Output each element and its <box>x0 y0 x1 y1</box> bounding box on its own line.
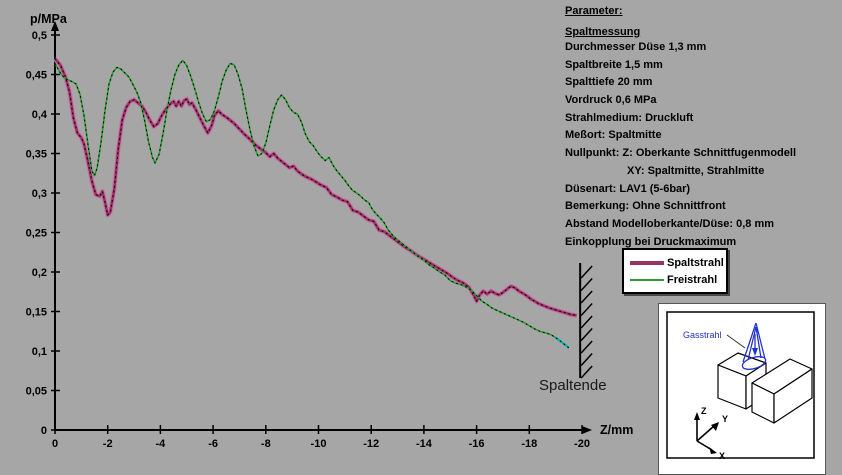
wall-hatch-icon <box>580 352 593 367</box>
param-line: Spaltbreite 1,5 mm <box>565 58 663 71</box>
legend-item-spaltstrahl: Spaltstrahl <box>630 254 724 271</box>
blocks-drawing <box>717 352 813 424</box>
parameter-panel: Parameter: Spaltmessung Durchmesser Düse… <box>565 5 825 251</box>
param-line: Strahlmedium: Druckluft <box>565 111 694 124</box>
wall-hatch-icon <box>580 277 593 292</box>
x-tick-label: -18 <box>521 438 537 450</box>
coordinate-triad-icon <box>694 412 719 454</box>
wall-hatch-icon <box>580 290 593 304</box>
axis-x-label: X <box>719 451 725 461</box>
param-line: Düsenart: LAV1 (5-6bar) <box>565 182 691 195</box>
x-tick-label: -2 <box>103 438 113 450</box>
x-tick-label: -4 <box>156 438 167 450</box>
y-tick-label: 0,3 <box>32 188 47 200</box>
series-spaltstrahl-measure-dots <box>54 58 577 316</box>
schematic-inset: Gasstrahl Z Y X <box>658 303 826 475</box>
x-tick-label: -6 <box>208 438 218 450</box>
y-tick-label: 0,25 <box>26 228 47 240</box>
series-spaltstrahl-halo <box>53 57 578 318</box>
chart-legend: Spaltstrahl Freistrahl <box>622 248 728 294</box>
x-tick-label: -16 <box>469 438 485 450</box>
wall-hatch-icon <box>580 302 593 317</box>
y-tick-label: 0,15 <box>26 307 47 319</box>
y-tick-label: 0 <box>41 425 47 437</box>
gas-jet-cone-icon <box>741 322 767 370</box>
axis-z-label: Z <box>701 406 707 416</box>
wall-hatch-icon <box>580 265 593 279</box>
y-axis-arrow-icon <box>51 21 59 31</box>
y-tick-label: 0,4 <box>32 109 48 121</box>
y-tick-label: 0,05 <box>26 386 47 398</box>
legend-item-freistrahl: Freistrahl <box>630 271 722 288</box>
y-tick-label: 0,35 <box>26 149 47 161</box>
y-axis-title: p/MPa <box>30 12 68 26</box>
param-line: Durchmesser Düse 1,3 mm <box>565 41 707 53</box>
wall-hatch-icon <box>580 340 593 354</box>
series-freistrahl-line <box>54 59 570 349</box>
parameter-subtitle: Spaltmessung <box>565 26 641 38</box>
x-axis-title: Z/mm <box>600 423 633 437</box>
param-line: Spalttiefe 20 mm <box>565 76 653 89</box>
x-tick-label: -14 <box>416 438 433 450</box>
gasstrahl-label: Gasstrahl <box>683 330 722 340</box>
wall-hatch-icon <box>580 315 593 329</box>
legend-label: Freistrahl <box>667 273 718 286</box>
gasstrahl-leader-line <box>726 334 746 349</box>
param-line: Nullpunkt: Z: Oberkante Schnittfugenmode… <box>565 147 796 160</box>
axis-y-label: Y <box>722 414 728 424</box>
wall-hatch-icon <box>580 365 593 379</box>
param-line: Einkopplung bei Druckmaximum <box>565 235 737 248</box>
y-tick-label: 0,1 <box>32 346 47 358</box>
x-tick-label: -20 <box>574 438 590 450</box>
x-tick-label: -10 <box>311 438 327 450</box>
y-tick-label: 0,2 <box>32 267 47 279</box>
x-axis-arrow-icon <box>582 426 592 434</box>
param-line: Abstand Modelloberkante/Düse: 0,8 mm <box>565 217 775 230</box>
parameter-title: Parameter: <box>565 5 623 17</box>
series-freistrahl-tail <box>554 336 570 349</box>
y-tick-label: 0,45 <box>26 70 47 82</box>
x-tick-label: 0 <box>52 438 58 450</box>
legend-label: Spaltstrahl <box>667 256 724 269</box>
param-line: Vordruck 0,6 MPa <box>565 94 657 107</box>
x-tick-label: -12 <box>363 438 379 450</box>
series-spaltstrahl-line <box>54 57 577 317</box>
wall-hatch-icon <box>580 327 593 342</box>
param-line: XY: Spaltmitte, Strahlmitte <box>627 164 765 177</box>
legend-swatch-spaltstrahl <box>630 260 664 265</box>
x-tick-label: -8 <box>261 438 271 450</box>
series-freistrahl-measure-dots <box>54 59 570 349</box>
param-line: Meßort: Spaltmitte <box>565 129 662 142</box>
param-line: Bemerkung: Ohne Schnittfront <box>565 200 726 213</box>
legend-swatch-freistrahl <box>630 278 664 281</box>
parameter-lines: Durchmesser Düse 1,3 mm Spaltbreite 1,5 m… <box>565 39 825 251</box>
spaltende-label: Spaltende <box>539 377 607 394</box>
y-tick-label: 0,5 <box>32 30 47 42</box>
